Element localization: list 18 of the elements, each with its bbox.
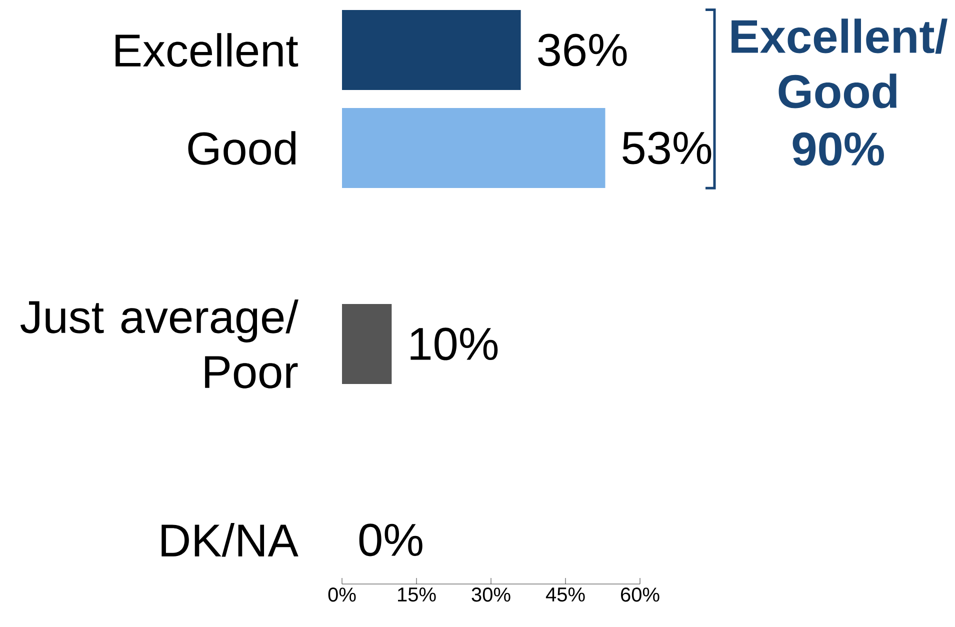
text: 90%: [792, 132, 884, 166]
x-tick-label: 0%: [328, 588, 356, 602]
text: Excellent/ Good: [732, 18, 948, 108]
y-tick-label: DK/NA: [162, 523, 298, 557]
x-tick-label: 60%: [621, 588, 660, 602]
x-tick-label: 45%: [546, 588, 585, 602]
bar: [342, 10, 521, 90]
data-label: 53%: [622, 132, 712, 164]
data-label: 10%: [410, 328, 498, 360]
y-tick-label: Just average/ Poor: [20, 300, 298, 388]
x-tick-label: 30%: [472, 588, 510, 602]
bar: [342, 304, 392, 384]
y-tick-label: Excellent: [116, 33, 298, 67]
x-tick-label: 15%: [398, 588, 436, 602]
bar: [342, 108, 606, 188]
y-tick-label: Good: [188, 131, 296, 165]
data-label: 0%: [359, 524, 422, 556]
data-label: 36%: [538, 34, 627, 66]
